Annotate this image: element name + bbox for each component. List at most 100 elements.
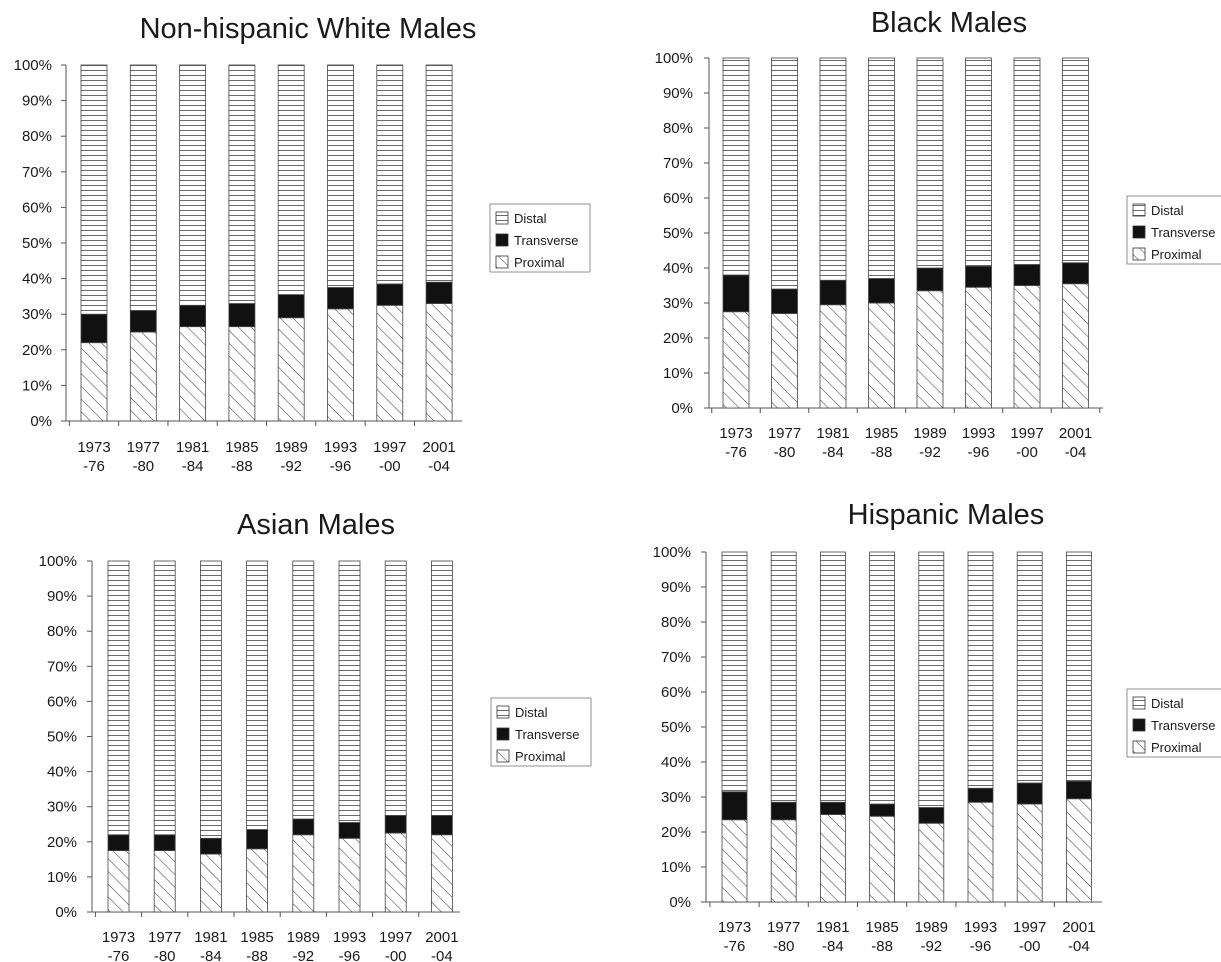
bar-segment-proximal (1066, 798, 1092, 903)
legend: Distal Transverse Proximal (489, 203, 591, 273)
category-label: 1989 (275, 439, 308, 456)
category-label: -88 (246, 948, 268, 962)
y-tick-label: 70% (47, 658, 77, 675)
category-label: -80 (154, 948, 176, 962)
bar-segment-transverse (384, 815, 407, 834)
bar-segment-distal (770, 551, 797, 803)
bar-segment-proximal (770, 819, 797, 903)
category-label: 1977 (148, 929, 181, 946)
category-label: 2001 (422, 439, 455, 456)
category-label: -76 (108, 948, 130, 962)
legend-label-proximal: Proximal (515, 749, 566, 764)
bar-segment-proximal (153, 850, 176, 913)
bar-segment-proximal (1013, 285, 1041, 409)
category-label: -84 (822, 938, 844, 955)
category-label: -04 (428, 458, 450, 475)
chart-panel-2: Black Males 0% 10% 20% 30% 40% 50% 60% 70% 80% 90%… (655, 7, 1221, 461)
y-tick-label: 90% (661, 579, 691, 596)
bar-segment-proximal (916, 290, 944, 409)
bar-segment-proximal (107, 850, 130, 913)
category-label: -96 (330, 458, 352, 475)
y-tick-label: 10% (663, 365, 693, 382)
legend-label-distal: Distal (514, 211, 547, 226)
bar-segment-transverse (1066, 780, 1092, 800)
chart-panel-4: Hispanic Males 0% 10% 20% 30% 40% 50% 60% 70% 80%… (653, 499, 1221, 955)
category-label: 2001 (1062, 919, 1095, 936)
category-label: -96 (968, 444, 990, 461)
legend-swatch-proximal (1132, 247, 1146, 261)
bar-segment-distal (129, 64, 157, 312)
y-tick-label: 70% (663, 155, 693, 172)
bar-segment-proximal (80, 342, 108, 422)
category-label: 1993 (962, 425, 995, 442)
bar-segment-transverse (721, 791, 748, 821)
bar-segment-proximal (918, 822, 945, 903)
bar-segment-distal (722, 57, 750, 276)
bar-segment-distal (918, 551, 945, 808)
y-tick-label: 90% (22, 93, 52, 110)
bar-segment-distal (228, 64, 256, 304)
bar-segment-transverse (277, 294, 305, 319)
legend-swatch-transverse (1132, 225, 1146, 239)
y-tick-label: 30% (661, 789, 691, 806)
category-label: -84 (200, 948, 222, 962)
category-label: -80 (773, 938, 795, 955)
y-tick-label: 20% (22, 342, 52, 359)
bar-segment-distal (967, 551, 994, 789)
bar-segment-proximal (277, 317, 305, 422)
y-tick-label: 60% (47, 693, 77, 710)
category-label: 1981 (176, 439, 209, 456)
bar-segment-transverse (869, 803, 895, 817)
bar-segment-transverse (1013, 264, 1041, 286)
bar-segment-distal (721, 551, 748, 793)
y-tick-label: 0% (669, 894, 691, 911)
legend-label-transverse: Transverse (514, 233, 579, 248)
category-label: -80 (132, 458, 154, 475)
category-label: -00 (1019, 938, 1041, 955)
category-label: 1981 (194, 929, 227, 946)
category-label: -88 (871, 444, 893, 461)
chart-panel-1: Non-hispanic White Males 0% 10% 20% 30% 40% 50… (14, 13, 591, 475)
chart-title: Asian Males (237, 509, 395, 541)
legend-label-proximal: Proximal (1151, 740, 1202, 755)
category-label: -84 (822, 444, 844, 461)
legend-label-distal: Distal (1151, 203, 1184, 218)
category-label: 1985 (865, 425, 898, 442)
y-tick-label: 80% (22, 128, 52, 145)
bar-segment-proximal (292, 834, 315, 913)
bar-segment-distal (107, 560, 130, 836)
legend: Distal Transverse Proximal (1126, 195, 1221, 265)
bar-segment-proximal (246, 848, 269, 913)
category-label: -00 (385, 948, 407, 962)
chart-title: Non-hispanic White Males (140, 13, 477, 45)
legend: Distal Transverse Proximal (1126, 688, 1221, 758)
category-label: 2001 (1059, 425, 1092, 442)
legend-swatch-distal (1132, 696, 1146, 710)
category-label: -92 (280, 458, 302, 475)
legend-swatch-distal (496, 705, 510, 719)
bar-segment-proximal (425, 303, 453, 422)
bar-segment-proximal (965, 286, 992, 409)
bar-segment-distal (819, 57, 847, 281)
category-label: -92 (292, 948, 314, 962)
bar-segment-transverse (376, 283, 404, 306)
bar-segment-distal (425, 64, 453, 283)
bar-segment-proximal (179, 326, 207, 422)
bar-segment-transverse (80, 313, 108, 344)
bar-segment-transverse (916, 267, 944, 292)
bar-segment-transverse (820, 801, 846, 815)
bar-segment-distal (1066, 551, 1092, 782)
bar-segment-distal (179, 64, 207, 306)
legend-label-transverse: Transverse (1151, 718, 1216, 733)
bar-segment-proximal (327, 308, 354, 422)
category-label: -04 (1068, 938, 1090, 955)
y-tick-label: 70% (22, 164, 52, 181)
category-label: 1997 (1013, 919, 1046, 936)
category-label: 1977 (127, 439, 160, 456)
bar-segment-proximal (771, 313, 798, 409)
category-label: 1981 (816, 425, 849, 442)
bar-segment-transverse (246, 829, 269, 850)
bar-segment-transverse (918, 807, 945, 824)
bar-segment-distal (277, 64, 305, 296)
